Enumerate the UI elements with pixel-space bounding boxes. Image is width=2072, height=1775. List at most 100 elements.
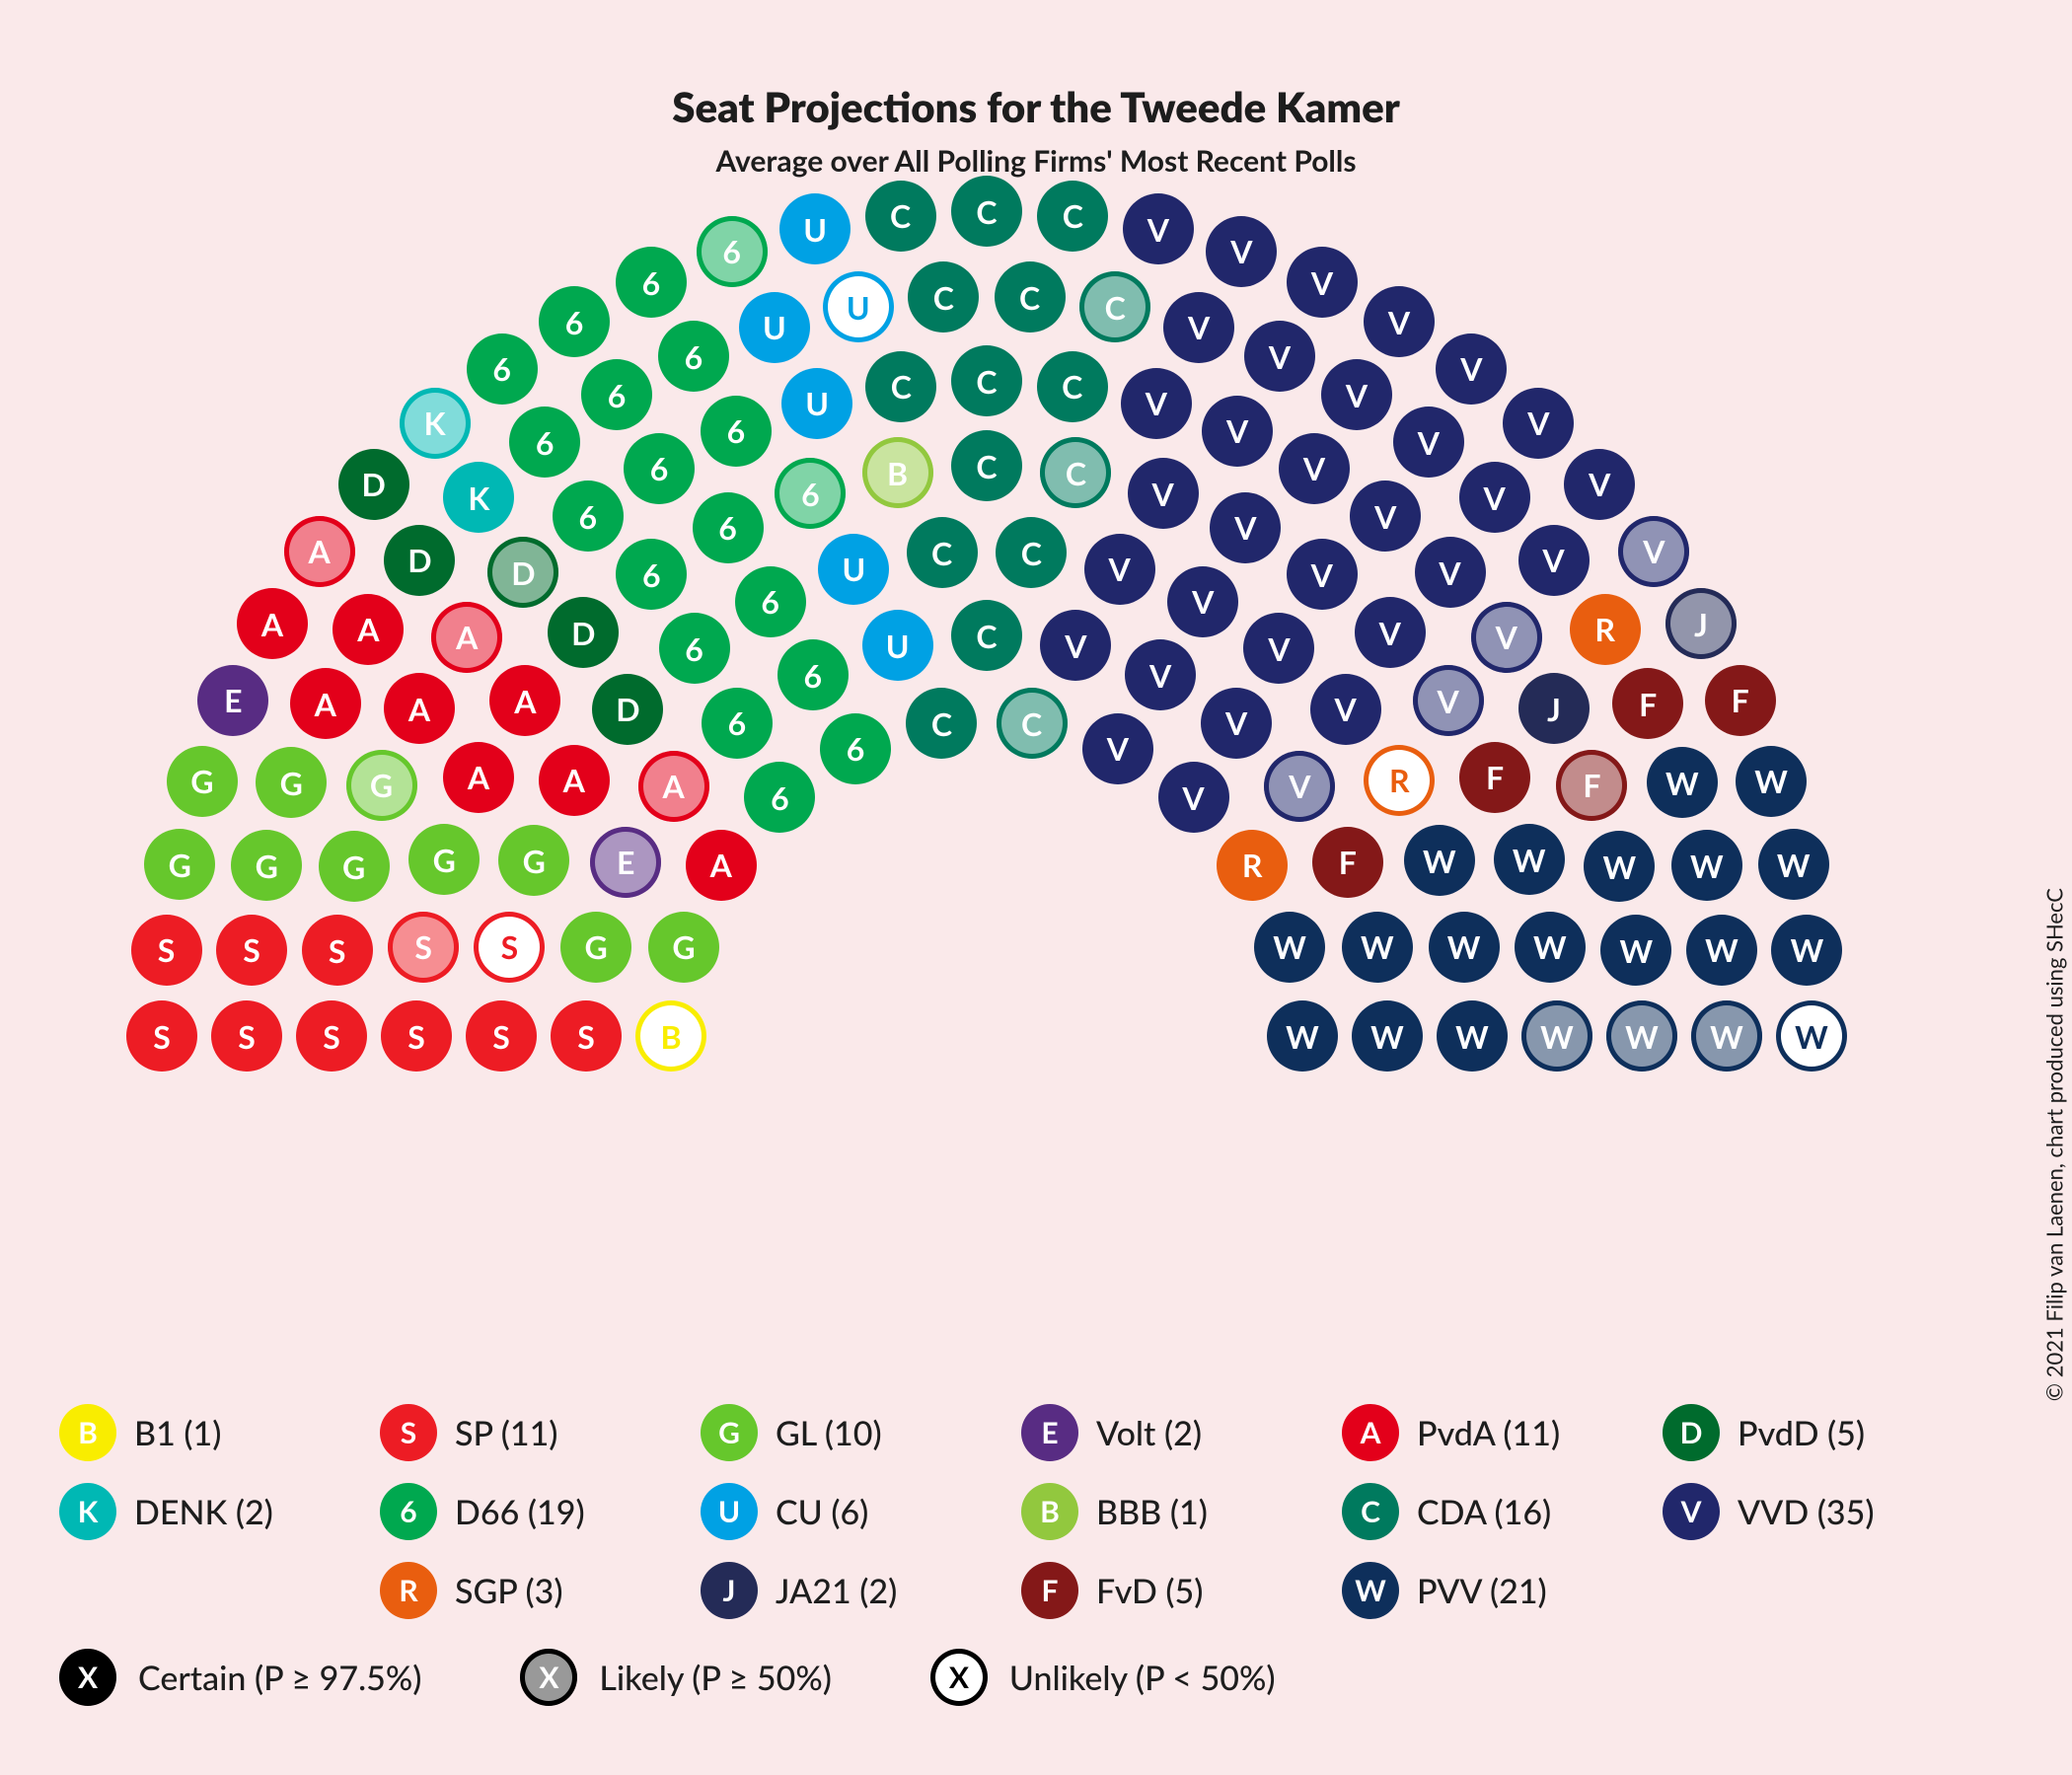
seat: G	[648, 912, 719, 983]
seat: V	[1413, 665, 1484, 736]
seat: S	[302, 915, 373, 986]
probability-label: Likely (P ≥ 50%)	[599, 1658, 832, 1698]
seat: W	[1771, 915, 1842, 986]
seat: V	[1125, 639, 1196, 710]
probability-item: XUnlikely (P < 50%)	[930, 1649, 1276, 1706]
legend-label: DENK (2)	[134, 1492, 273, 1532]
seat: C	[1040, 437, 1111, 508]
seat: V	[1121, 368, 1192, 439]
legend-item: EVolt (2)	[1021, 1404, 1342, 1461]
seat: V	[1206, 216, 1277, 287]
seat: W	[1691, 1000, 1762, 1072]
legend-item: SSP (11)	[380, 1404, 701, 1461]
seat: B	[862, 437, 933, 508]
seat: 6	[702, 688, 773, 759]
seat: V	[1287, 247, 1358, 318]
seat: C	[865, 181, 936, 252]
seat: 6	[624, 433, 695, 504]
seat: W	[1521, 1000, 1592, 1072]
seat: V	[1201, 688, 1272, 759]
legend-item: BB1 (1)	[59, 1404, 380, 1461]
seat: V	[1243, 613, 1314, 684]
seat: C	[1037, 181, 1108, 252]
seat: A	[431, 602, 502, 673]
seat: W	[1494, 824, 1565, 895]
seat: V	[1264, 751, 1335, 822]
seat: E	[590, 827, 661, 898]
seat: V	[1564, 449, 1635, 520]
seat: S	[474, 912, 545, 983]
seat: W	[1352, 1000, 1423, 1072]
seat: U	[862, 610, 933, 681]
probability-swatch: X	[520, 1649, 577, 1706]
legend-swatch: D	[1663, 1404, 1720, 1461]
seat: V	[1279, 433, 1350, 504]
seat: C	[951, 430, 1022, 501]
seat: G	[144, 829, 215, 900]
seat: 6	[697, 216, 768, 287]
seat: V	[1436, 333, 1507, 405]
seat: K	[400, 388, 471, 459]
legend-swatch: A	[1342, 1404, 1399, 1461]
seat: V	[1082, 713, 1153, 784]
legend-label: JA21 (2)	[776, 1571, 897, 1611]
legend-label: BBB (1)	[1096, 1492, 1208, 1532]
seat: V	[1355, 597, 1426, 668]
seat: W	[1606, 1000, 1677, 1072]
seat: V	[1040, 610, 1111, 681]
seat: G	[560, 912, 631, 983]
seat: F	[1612, 668, 1683, 739]
seat: 6	[616, 539, 687, 610]
legend-label: FvD (5)	[1096, 1571, 1203, 1611]
seat: V	[1210, 492, 1281, 563]
seat: 6	[509, 407, 580, 478]
seat: W	[1254, 912, 1325, 983]
seat: C	[865, 351, 936, 422]
seat: 6	[744, 762, 815, 833]
seat: G	[167, 746, 238, 817]
seat: D	[338, 449, 409, 520]
seat: C	[906, 688, 977, 759]
probability-label: Certain (P ≥ 97.5%)	[138, 1658, 421, 1698]
seat: 6	[693, 492, 764, 563]
legend-label: CDA (16)	[1417, 1492, 1551, 1532]
legend-row: RSGP (3)JJA21 (2)FFvD (5)WPVV (21)	[59, 1562, 1983, 1619]
seat: D	[548, 597, 619, 668]
seat: V	[1321, 359, 1392, 430]
legend-swatch: S	[380, 1404, 437, 1461]
seat: A	[284, 516, 355, 587]
seat: W	[1647, 747, 1718, 818]
legend-row: KDENK (2)6D66 (19)UCU (6)BBBB (1)CCDA (1…	[59, 1483, 1983, 1540]
seat: 6	[581, 359, 652, 430]
seat: A	[290, 668, 361, 739]
seat: V	[1350, 481, 1421, 552]
seat: V	[1244, 321, 1315, 392]
legend-swatch: F	[1021, 1562, 1078, 1619]
seat: 6	[701, 396, 772, 467]
seat: 6	[553, 481, 624, 552]
seat: C	[996, 517, 1067, 588]
legend-swatch: U	[701, 1483, 758, 1540]
seat: V	[1163, 292, 1234, 363]
seat: V	[1167, 566, 1238, 637]
seat: B	[635, 1000, 706, 1072]
legend-swatch: 6	[380, 1483, 437, 1540]
legend-item: KDENK (2)	[59, 1483, 380, 1540]
seat: A	[539, 745, 610, 816]
seat: V	[1503, 388, 1574, 459]
legend-label: GL (10)	[776, 1413, 882, 1453]
seat: W	[1267, 1000, 1338, 1072]
legend-item: JJA21 (2)	[701, 1562, 1021, 1619]
seat: V	[1128, 458, 1199, 529]
legend-label: Volt (2)	[1096, 1413, 1202, 1453]
chart-subtitle: Average over All Polling Firms' Most Rec…	[0, 143, 2072, 179]
seat: A	[333, 594, 404, 665]
legend-item: WPVV (21)	[1342, 1562, 1663, 1619]
seat: D	[384, 525, 455, 596]
seat: V	[1471, 602, 1542, 673]
seat: G	[408, 824, 480, 895]
seat: V	[1415, 537, 1486, 608]
seat: W	[1429, 912, 1500, 983]
seat: 6	[658, 321, 729, 392]
seat: G	[498, 825, 569, 896]
